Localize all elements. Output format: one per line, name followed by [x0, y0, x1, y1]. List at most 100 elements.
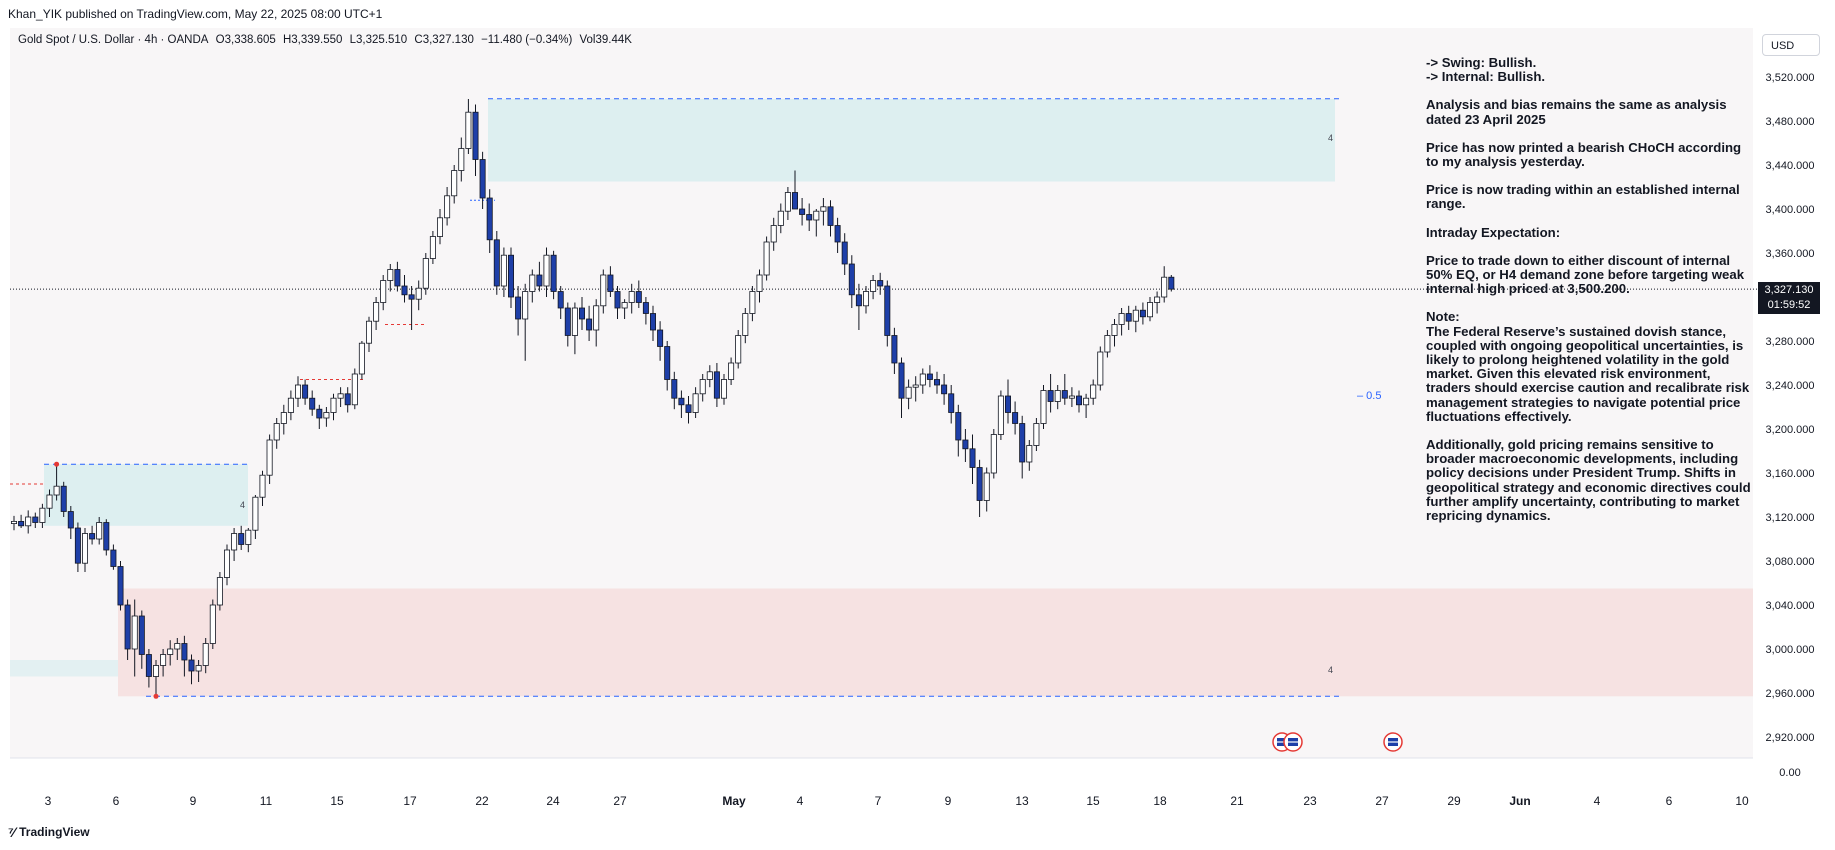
candle-body [422, 258, 429, 289]
candle-body [160, 654, 167, 666]
candle-body [1104, 335, 1111, 353]
candle-body [635, 291, 642, 303]
symbol-label[interactable]: Gold Spot / U.S. Dollar · 4h · OANDA [18, 34, 209, 46]
candle-body [962, 439, 969, 450]
x-tick-label: 15 [330, 794, 344, 808]
x-tick-label: 4 [1594, 794, 1601, 808]
candle-body [564, 307, 571, 336]
candle-body [990, 434, 997, 474]
candle-body [46, 494, 53, 509]
candle-body [223, 549, 230, 578]
y-tick-label: 3,400.000 [1766, 204, 1815, 216]
candle-body [770, 225, 777, 243]
candle-body [181, 643, 188, 661]
candle-body [1154, 296, 1161, 303]
candle-body [855, 294, 862, 307]
candle-body [827, 206, 834, 226]
zone-supply [44, 464, 248, 526]
candle-body [642, 302, 649, 314]
candle-body [1068, 395, 1075, 399]
candle-body [479, 159, 486, 199]
low-value: L3,325.510 [349, 34, 408, 46]
last-price-value: 3,327.130 [1764, 284, 1814, 296]
analysis-paragraph: Intraday Expectation: [1426, 224, 1561, 240]
candle-body [621, 302, 628, 309]
candle-body [713, 371, 720, 399]
swing-bias: -> Swing: Bullish. [1426, 55, 1537, 70]
candle-body [1040, 390, 1047, 424]
candle-body [614, 291, 621, 309]
close-value: C3,327.130 [414, 34, 474, 46]
candle-body [429, 236, 436, 259]
candle-body [1097, 351, 1104, 386]
y-tick-label: 3,080.000 [1766, 556, 1815, 568]
candle-body [685, 404, 692, 413]
candle-body [344, 393, 351, 406]
candle-body [628, 291, 635, 303]
candle-body [131, 615, 138, 650]
internal-bias: -> Internal: Bullish. [1426, 69, 1546, 85]
candle-body [1168, 276, 1175, 290]
candle-body [721, 379, 728, 399]
open-value: O3,338.605 [215, 34, 276, 46]
candle-body [252, 496, 259, 531]
candle-body [706, 371, 713, 380]
candle-body [671, 379, 678, 399]
candle-body [863, 291, 870, 307]
candle-body [32, 516, 39, 523]
candle-body [557, 291, 564, 309]
candle-body [145, 654, 152, 677]
candle-body [216, 577, 223, 606]
x-tick-label: Jun [1509, 794, 1530, 808]
zone-demand [118, 588, 1753, 697]
candle-body [848, 263, 855, 296]
candle-body [948, 393, 955, 413]
candle-body [1005, 395, 1012, 413]
currency-button[interactable]: USD [1762, 34, 1820, 56]
candle-body [536, 274, 543, 287]
candle-body [444, 195, 451, 219]
candle-body [926, 373, 933, 380]
publisher-line: Khan_YIK published on TradingView.com, M… [8, 7, 383, 21]
candle-body [507, 254, 514, 298]
candle-body [543, 254, 550, 287]
analysis-paragraph: Price is now trading within an establish… [1426, 182, 1740, 212]
candle-body [749, 291, 756, 314]
candle-body [174, 643, 181, 650]
candle-body [919, 373, 926, 386]
candle-body [245, 529, 252, 545]
footer-brand[interactable]: ⁷⁄ TradingView [8, 824, 90, 840]
candle-body [1161, 276, 1168, 298]
candle-body [209, 604, 216, 644]
x-tick-label: 3 [45, 794, 52, 808]
candle-body [1026, 445, 1033, 463]
candle-body [380, 280, 387, 303]
y-tick-label: 3,360.000 [1766, 248, 1815, 260]
candle-body [195, 665, 202, 672]
candle-body [955, 412, 962, 441]
candle-body [394, 269, 401, 287]
candle-body [834, 225, 841, 243]
candle-body [138, 615, 145, 655]
candle-body [60, 485, 67, 512]
candle-body [67, 511, 74, 529]
candle-body [1076, 395, 1083, 406]
candle-body [103, 522, 110, 551]
candle-body [316, 408, 323, 419]
candle-body [1061, 390, 1068, 399]
candle-body [877, 280, 884, 287]
candle-body [10, 521, 17, 525]
volume-value: Vol39.44K [579, 34, 632, 46]
x-tick-label: 18 [1153, 794, 1167, 808]
candle-body [841, 241, 848, 265]
candle-body [472, 111, 479, 160]
candle-body [1090, 384, 1097, 399]
brand-name: TradingView [19, 825, 90, 839]
candle-body [152, 665, 159, 677]
candle-body [742, 313, 749, 336]
x-tick-label: 17 [403, 794, 417, 808]
candle-body [1147, 302, 1154, 318]
candle-body [1111, 324, 1118, 336]
candle-body [351, 373, 358, 406]
price-chart[interactable]: 4 4 4 – 0.5 2,920.000 2,960.000 3,000.000 3,0… [0, 28, 1835, 824]
